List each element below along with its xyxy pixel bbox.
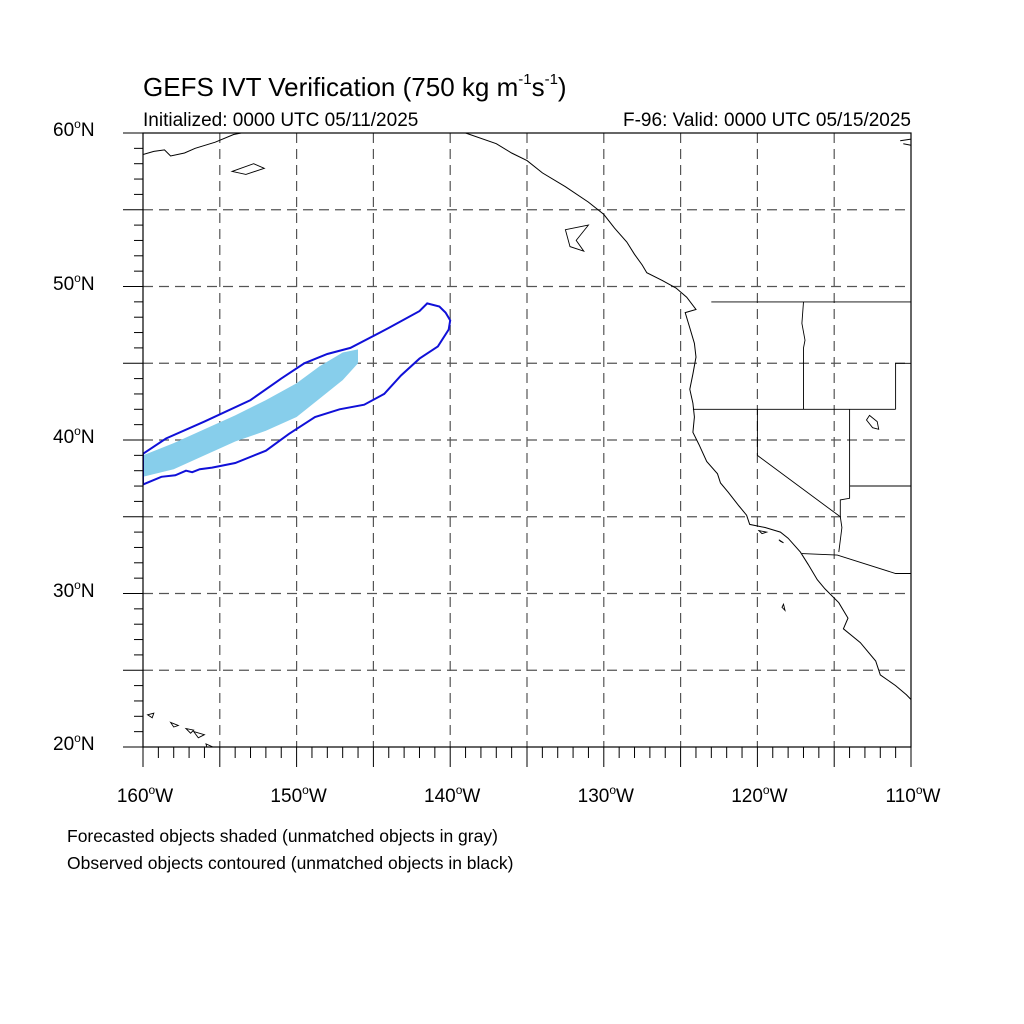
lon-label: 160oW	[116, 783, 174, 807]
state-border-line	[756, 409, 843, 553]
forecast-legend-note: Forecasted objects shaded (unmatched obj…	[67, 826, 498, 846]
lon-label: 130oW	[577, 783, 634, 807]
state-border-line	[839, 409, 851, 517]
lon-label: 110oW	[885, 783, 941, 807]
valid-time: F-96: Valid: 0000 UTC 05/15/2025	[623, 110, 911, 131]
island-outline	[778, 539, 784, 544]
island-outline	[169, 721, 180, 728]
forecast-object-shading	[143, 349, 358, 477]
map-frame	[142, 132, 912, 748]
observed-legend-note: Observed objects contoured (unmatched ob…	[67, 853, 514, 873]
axis-ticks	[123, 132, 912, 767]
lat-label: 30oN	[53, 577, 95, 602]
lake-outline	[865, 414, 880, 430]
ivt-objects	[143, 302, 452, 486]
island-outline	[230, 163, 266, 175]
graticule	[143, 133, 911, 747]
island-outline	[192, 730, 206, 739]
island-outline	[146, 712, 155, 719]
lon-label: 140oW	[424, 783, 481, 807]
state-border-line	[895, 362, 911, 410]
island-outline	[564, 224, 590, 253]
alaska-coast-line	[143, 133, 242, 157]
lat-label: 50oN	[53, 270, 95, 295]
lat-label: 60oN	[53, 117, 95, 141]
state-border-line	[801, 301, 806, 410]
state-border-line	[801, 553, 911, 574]
coastlines	[143, 133, 911, 747]
initialized-time: Initialized: 0000 UTC 05/11/2025	[143, 110, 419, 131]
island-outline	[757, 529, 769, 535]
lat-label: 20oN	[53, 731, 95, 755]
map-title: GEFS IVT Verification (750 kg m-1s-1)	[143, 71, 567, 102]
observed-object-contour	[143, 302, 452, 486]
island-outline	[184, 727, 195, 734]
west-coast-line	[465, 133, 911, 701]
island-outline	[781, 602, 786, 612]
lon-label: 120oW	[731, 783, 788, 807]
lon-label: 150oW	[270, 783, 327, 807]
canada-coast-line	[900, 138, 911, 146]
lat-label: 40oN	[53, 424, 95, 448]
